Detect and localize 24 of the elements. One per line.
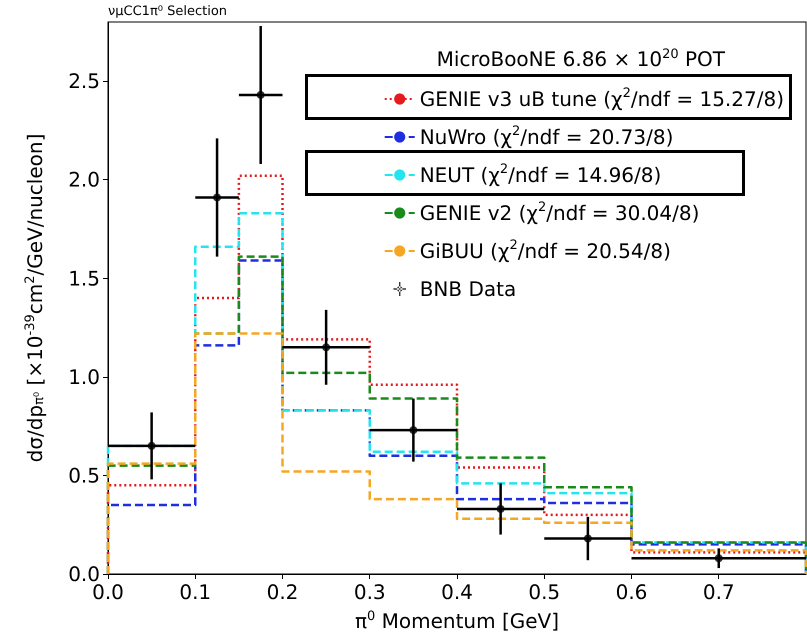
point — [584, 534, 592, 543]
y-tick-label: 1.5 — [68, 266, 100, 290]
chart-title: νμCC1π⁰ Selection — [108, 4, 228, 19]
x-tick-label: 0.4 — [441, 580, 473, 604]
x-tick-label: 0.5 — [528, 580, 560, 604]
point — [148, 442, 156, 450]
point — [496, 504, 505, 513]
y-tick-label: 2.5 — [68, 69, 100, 94]
y-tick-label: 1.0 — [68, 364, 100, 389]
point — [409, 426, 418, 434]
x-tick-label: 0.6 — [616, 580, 648, 604]
y-tick-label: 2.0 — [68, 168, 100, 192]
x-tick-label: 0.7 — [702, 580, 735, 604]
y-tick-label: 0.5 — [68, 463, 100, 488]
point — [322, 343, 330, 352]
point — [213, 193, 222, 202]
y-axis-title: dσ/dpπ⁰ [×10-39cm2/GeV/nucleon] — [23, 134, 47, 462]
x-tick-label: 0.3 — [354, 580, 386, 604]
x-tick-label: 0.0 — [92, 580, 124, 604]
x-tick-label: 0.2 — [266, 580, 298, 604]
point — [714, 554, 723, 562]
legend-label: BNB Data — [420, 277, 516, 301]
x-tick-label: 0.1 — [179, 580, 212, 604]
point — [256, 90, 265, 99]
